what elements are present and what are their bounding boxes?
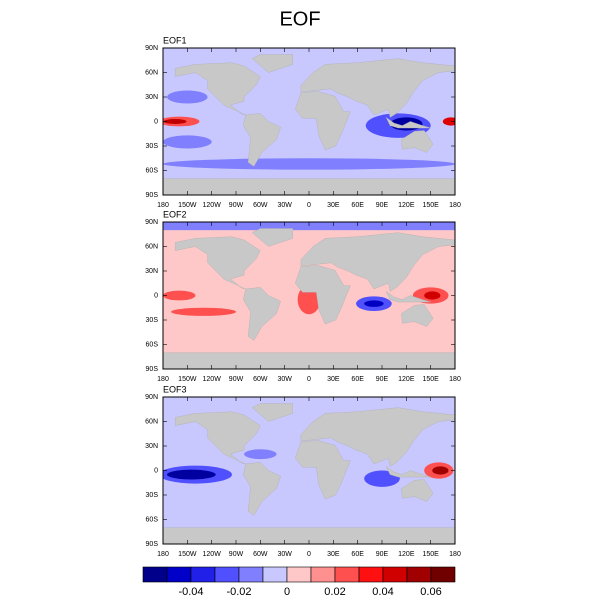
lon-label: 150W bbox=[178, 376, 197, 383]
colorbar-label: 0.06 bbox=[420, 586, 441, 598]
lon-label: 180 bbox=[157, 376, 169, 383]
lon-label: 150W bbox=[178, 551, 197, 558]
colorbar-box bbox=[166, 566, 192, 583]
lon-label: 180 bbox=[157, 202, 169, 209]
colorbar-box bbox=[262, 566, 288, 583]
lat-label: 0 bbox=[154, 292, 158, 299]
lon-label: 30W bbox=[277, 551, 292, 558]
lon-label: 150E bbox=[422, 202, 439, 209]
colorbar-box bbox=[430, 566, 456, 583]
lon-label: 30E bbox=[327, 376, 340, 383]
colorbar-box bbox=[214, 566, 240, 583]
lon-label: 0 bbox=[307, 376, 311, 383]
lon-label: 150E bbox=[422, 551, 439, 558]
colorbar-box bbox=[382, 566, 408, 583]
lat-label: 90N bbox=[145, 45, 158, 52]
lat-label: 60N bbox=[145, 418, 158, 425]
colorbar-box bbox=[406, 566, 432, 583]
colorbar-label: -0.04 bbox=[178, 586, 203, 598]
map-panel bbox=[163, 48, 455, 195]
lon-label: 60W bbox=[253, 376, 268, 383]
lat-label: 60N bbox=[145, 243, 158, 250]
panel-label: EOF1 bbox=[163, 35, 187, 45]
lon-label: 150W bbox=[178, 202, 197, 209]
lat-label: 90N bbox=[145, 219, 158, 226]
lon-label: 90E bbox=[376, 202, 389, 209]
lat-label: 60S bbox=[146, 341, 159, 348]
lat-label: 0 bbox=[154, 467, 158, 474]
lon-label: 120E bbox=[398, 551, 415, 558]
colorbar-box bbox=[310, 566, 336, 583]
lon-label: 120W bbox=[203, 551, 222, 558]
lon-label: 30W bbox=[277, 202, 292, 209]
lat-label: 60S bbox=[146, 516, 159, 523]
lat-label: 30S bbox=[146, 317, 159, 324]
panel-label: EOF3 bbox=[163, 384, 187, 394]
lat-label: 90S bbox=[146, 541, 159, 548]
map-panel bbox=[163, 397, 455, 544]
colorbar-box bbox=[190, 566, 216, 583]
lat-label: 60S bbox=[146, 167, 159, 174]
lon-label: 180 bbox=[449, 376, 461, 383]
lon-label: 90E bbox=[376, 376, 389, 383]
lon-label: 30E bbox=[327, 551, 340, 558]
lat-label: 90N bbox=[145, 394, 158, 401]
lon-label: 180 bbox=[157, 551, 169, 558]
colorbar-label: 0.04 bbox=[372, 586, 393, 598]
colorbar-label: 0.02 bbox=[324, 586, 345, 598]
lat-label: 30N bbox=[145, 268, 158, 275]
lat-label: 30N bbox=[145, 94, 158, 101]
lat-label: 90S bbox=[146, 366, 159, 373]
lon-label: 120W bbox=[203, 202, 222, 209]
map-panel bbox=[163, 222, 455, 369]
lon-label: 0 bbox=[307, 551, 311, 558]
lat-label: 30S bbox=[146, 143, 159, 150]
lon-label: 60E bbox=[351, 376, 364, 383]
lon-label: 150E bbox=[422, 376, 439, 383]
lon-label: 60W bbox=[253, 202, 268, 209]
lon-label: 90E bbox=[376, 551, 389, 558]
lon-label: 60W bbox=[253, 551, 268, 558]
colorbar-box bbox=[142, 566, 168, 583]
lon-label: 120E bbox=[398, 376, 415, 383]
colorbar-box bbox=[358, 566, 384, 583]
lon-label: 90W bbox=[229, 202, 244, 209]
colorbar-label: 0 bbox=[284, 586, 290, 598]
lat-label: 30N bbox=[145, 443, 158, 450]
lon-label: 90W bbox=[229, 551, 244, 558]
lon-label: 30E bbox=[327, 202, 340, 209]
lon-label: 90W bbox=[229, 376, 244, 383]
lon-label: 0 bbox=[307, 202, 311, 209]
lon-label: 60E bbox=[351, 202, 364, 209]
lon-label: 120E bbox=[398, 202, 415, 209]
lat-label: 30S bbox=[146, 492, 159, 499]
lat-label: 90S bbox=[146, 192, 159, 199]
lat-label: 0 bbox=[154, 118, 158, 125]
colorbar-box bbox=[334, 566, 360, 583]
lon-label: 60E bbox=[351, 551, 364, 558]
lon-label: 30W bbox=[277, 376, 292, 383]
lon-label: 180 bbox=[449, 202, 461, 209]
colorbar-label: -0.02 bbox=[226, 586, 251, 598]
lon-label: 180 bbox=[449, 551, 461, 558]
lon-label: 120W bbox=[203, 376, 222, 383]
lat-label: 60N bbox=[145, 69, 158, 76]
panel-label: EOF2 bbox=[163, 209, 187, 219]
title: EOF bbox=[279, 8, 320, 30]
colorbar-box bbox=[238, 566, 264, 583]
colorbar-box bbox=[286, 566, 312, 583]
